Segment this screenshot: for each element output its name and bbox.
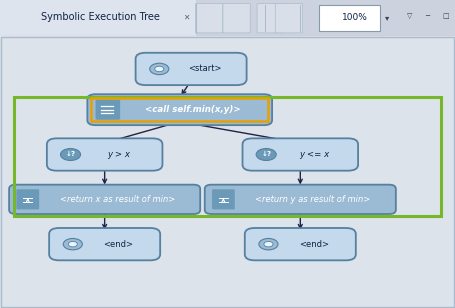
Text: ▽: ▽ — [407, 13, 412, 19]
FancyBboxPatch shape — [9, 185, 200, 214]
FancyBboxPatch shape — [318, 6, 380, 31]
Text: <call self.min(x,y)>: <call self.min(x,y)> — [145, 105, 241, 114]
FancyBboxPatch shape — [87, 94, 272, 125]
FancyBboxPatch shape — [196, 3, 223, 33]
FancyBboxPatch shape — [257, 3, 284, 33]
Text: ▾: ▾ — [384, 13, 389, 22]
Text: ↓?: ↓? — [66, 151, 76, 157]
Text: <return x as result of min>: <return x as result of min> — [60, 195, 175, 204]
FancyBboxPatch shape — [212, 189, 235, 209]
Circle shape — [61, 148, 81, 160]
Text: 100%: 100% — [342, 13, 368, 22]
FancyBboxPatch shape — [245, 228, 356, 260]
Text: y > x: y > x — [107, 150, 130, 159]
Circle shape — [68, 241, 77, 247]
Text: <end>: <end> — [104, 240, 133, 249]
Text: ─: ─ — [425, 13, 430, 19]
Text: ✕: ✕ — [183, 13, 190, 22]
FancyBboxPatch shape — [196, 0, 455, 36]
FancyBboxPatch shape — [47, 138, 162, 171]
Circle shape — [155, 66, 164, 72]
FancyBboxPatch shape — [275, 3, 303, 33]
Text: y <= x: y <= x — [299, 150, 329, 159]
FancyBboxPatch shape — [205, 185, 396, 214]
FancyBboxPatch shape — [49, 228, 160, 260]
Circle shape — [63, 238, 82, 250]
FancyBboxPatch shape — [96, 100, 120, 120]
Text: □: □ — [443, 13, 449, 19]
Circle shape — [264, 241, 273, 247]
Circle shape — [259, 238, 278, 250]
FancyBboxPatch shape — [16, 189, 39, 209]
Text: <start>: <start> — [188, 64, 222, 73]
Text: Symbolic Execution Tree: Symbolic Execution Tree — [41, 12, 160, 22]
FancyBboxPatch shape — [136, 53, 247, 85]
FancyBboxPatch shape — [0, 0, 196, 36]
FancyBboxPatch shape — [243, 138, 358, 171]
Text: ↓?: ↓? — [261, 151, 271, 157]
Circle shape — [150, 63, 169, 75]
Text: <return y as result of min>: <return y as result of min> — [255, 195, 371, 204]
FancyBboxPatch shape — [223, 3, 250, 33]
Text: <end>: <end> — [299, 240, 329, 249]
Circle shape — [256, 148, 276, 160]
